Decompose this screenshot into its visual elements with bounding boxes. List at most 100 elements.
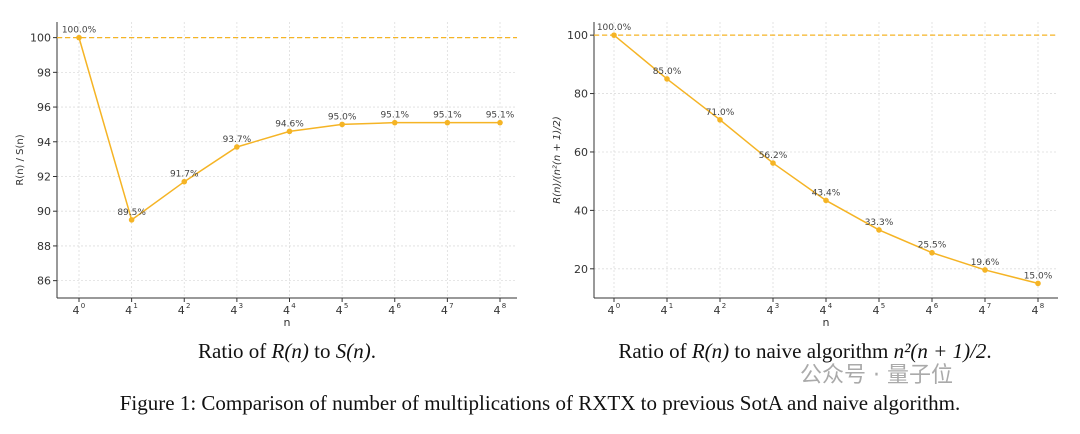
data-point	[717, 117, 723, 123]
x-axis-label: n	[284, 316, 291, 329]
x-tick-exponent: 4	[828, 302, 833, 310]
caption-left: Ratio of R(n) to S(n).	[198, 340, 376, 362]
x-tick-exponent: 1	[669, 302, 673, 310]
figure-caption: Figure 1: Comparison of number of multip…	[119, 391, 961, 415]
x-tick-label: 4	[125, 304, 132, 317]
data-point	[497, 119, 503, 126]
y-tick-label: 60	[574, 146, 588, 159]
x-tick-exponent: 3	[775, 302, 779, 310]
data-point	[76, 34, 82, 41]
data-label: 19.6%	[971, 258, 1000, 268]
y-tick-label: 90	[37, 205, 51, 218]
data-point	[444, 119, 451, 126]
data-point	[982, 267, 988, 273]
data-point	[181, 178, 188, 185]
x-tick-label: 4	[388, 304, 395, 317]
data-point	[664, 76, 670, 82]
data-label: 91.7%	[170, 170, 199, 180]
x-tick-label: 4	[873, 304, 880, 317]
x-tick-label: 4	[336, 304, 343, 317]
data-point	[770, 160, 776, 166]
x-tick-exponent: 0	[81, 302, 85, 310]
x-tick-exponent: 5	[881, 302, 885, 310]
data-point	[339, 121, 345, 128]
x-tick-label: 4	[926, 304, 933, 317]
data-point	[286, 128, 293, 135]
data-label: 71.0%	[706, 108, 735, 118]
x-tick-exponent: 8	[502, 302, 506, 310]
data-label: 93.7%	[223, 135, 252, 145]
data-label: 33.3%	[865, 218, 894, 228]
data-point	[823, 197, 829, 204]
y-tick-label: 98	[37, 66, 51, 79]
data-point	[128, 217, 135, 223]
y-tick-label: 100	[567, 29, 588, 42]
data-point	[391, 119, 398, 126]
y-axis-label: R(n) / S(n)	[15, 134, 26, 185]
data-label: 94.6%	[275, 119, 304, 129]
caption-text: to naive algorithm	[729, 339, 894, 363]
data-point	[1035, 280, 1041, 287]
x-tick-label: 4	[767, 304, 774, 317]
y-tick-label: 88	[37, 240, 51, 253]
data-label: 95.1%	[380, 111, 409, 121]
data-label: 95.0%	[328, 112, 357, 122]
caption-text: .	[370, 339, 376, 363]
y-tick-label: 80	[574, 88, 588, 101]
y-tick-label: 40	[574, 204, 588, 217]
x-tick-label: 4	[820, 304, 827, 317]
data-label: 95.1%	[433, 111, 462, 121]
caption-text: to	[308, 339, 336, 363]
data-label: 56.2%	[759, 151, 788, 161]
x-tick-label: 4	[441, 304, 448, 317]
x-tick-exponent: 6	[397, 302, 402, 310]
watermark: 公众号 · 量子位	[800, 363, 953, 388]
data-label: 89.5%	[117, 208, 146, 218]
x-tick-exponent: 0	[616, 302, 620, 310]
x-tick-label: 4	[178, 304, 185, 317]
x-tick-label: 4	[230, 304, 237, 317]
x-tick-exponent: 2	[722, 302, 726, 310]
data-label: 43.4%	[812, 188, 841, 198]
caption-text: Ratio of	[618, 339, 692, 363]
data-point	[234, 144, 240, 150]
x-tick-label: 4	[608, 304, 615, 317]
y-tick-label: 94	[37, 136, 51, 149]
x-tick-exponent: 5	[344, 302, 348, 310]
x-tick-label: 4	[73, 304, 80, 317]
x-tick-exponent: 2	[186, 302, 190, 310]
x-tick-exponent: 4	[291, 302, 296, 310]
x-tick-label: 4	[494, 304, 501, 317]
x-tick-label: 4	[283, 304, 290, 317]
data-label: 100.0%	[597, 23, 632, 33]
x-tick-exponent: 6	[934, 302, 939, 310]
x-tick-exponent: 1	[133, 302, 137, 310]
x-tick-exponent: 3	[239, 302, 243, 310]
data-point	[876, 227, 882, 233]
data-point	[929, 249, 935, 256]
data-point	[611, 32, 617, 38]
x-tick-exponent: 7	[987, 302, 991, 310]
y-tick-label: 20	[574, 263, 588, 276]
caption-text: Ratio of	[198, 339, 272, 363]
caption-right: Ratio of R(n) to naive algorithm n²(n + …	[618, 340, 991, 362]
y-axis-label: R(n)/(n²(n + 1)/2)	[552, 116, 563, 204]
x-axis-label: n	[823, 316, 830, 329]
x-tick-label: 4	[661, 304, 668, 317]
chart-left: 4 0 4 1 4 2 4 3 4 4 4 5 4 6 4 7 4 886889092949698100100.0…	[15, 22, 517, 329]
caption-math: R(n)	[271, 339, 309, 363]
y-tick-label: 92	[37, 170, 51, 183]
x-tick-label: 4	[979, 304, 986, 317]
x-tick-exponent: 8	[1040, 302, 1044, 310]
data-label: 15.0%	[1024, 271, 1053, 281]
data-label: 100.0%	[62, 26, 97, 36]
x-tick-label: 4	[714, 304, 721, 317]
data-label: 95.1%	[486, 111, 515, 121]
y-tick-label: 86	[37, 275, 51, 288]
data-label: 25.5%	[918, 241, 947, 251]
chart-right: 4 0 4 1 4 2 4 3 4 4 4 5 4 6 4 7 4 820406080100100.0%85.0%…	[552, 22, 1058, 329]
caption-math: R(n)	[691, 339, 730, 363]
x-tick-exponent: 7	[449, 302, 453, 310]
x-tick-label: 4	[1032, 304, 1039, 317]
y-tick-label: 96	[37, 101, 51, 114]
